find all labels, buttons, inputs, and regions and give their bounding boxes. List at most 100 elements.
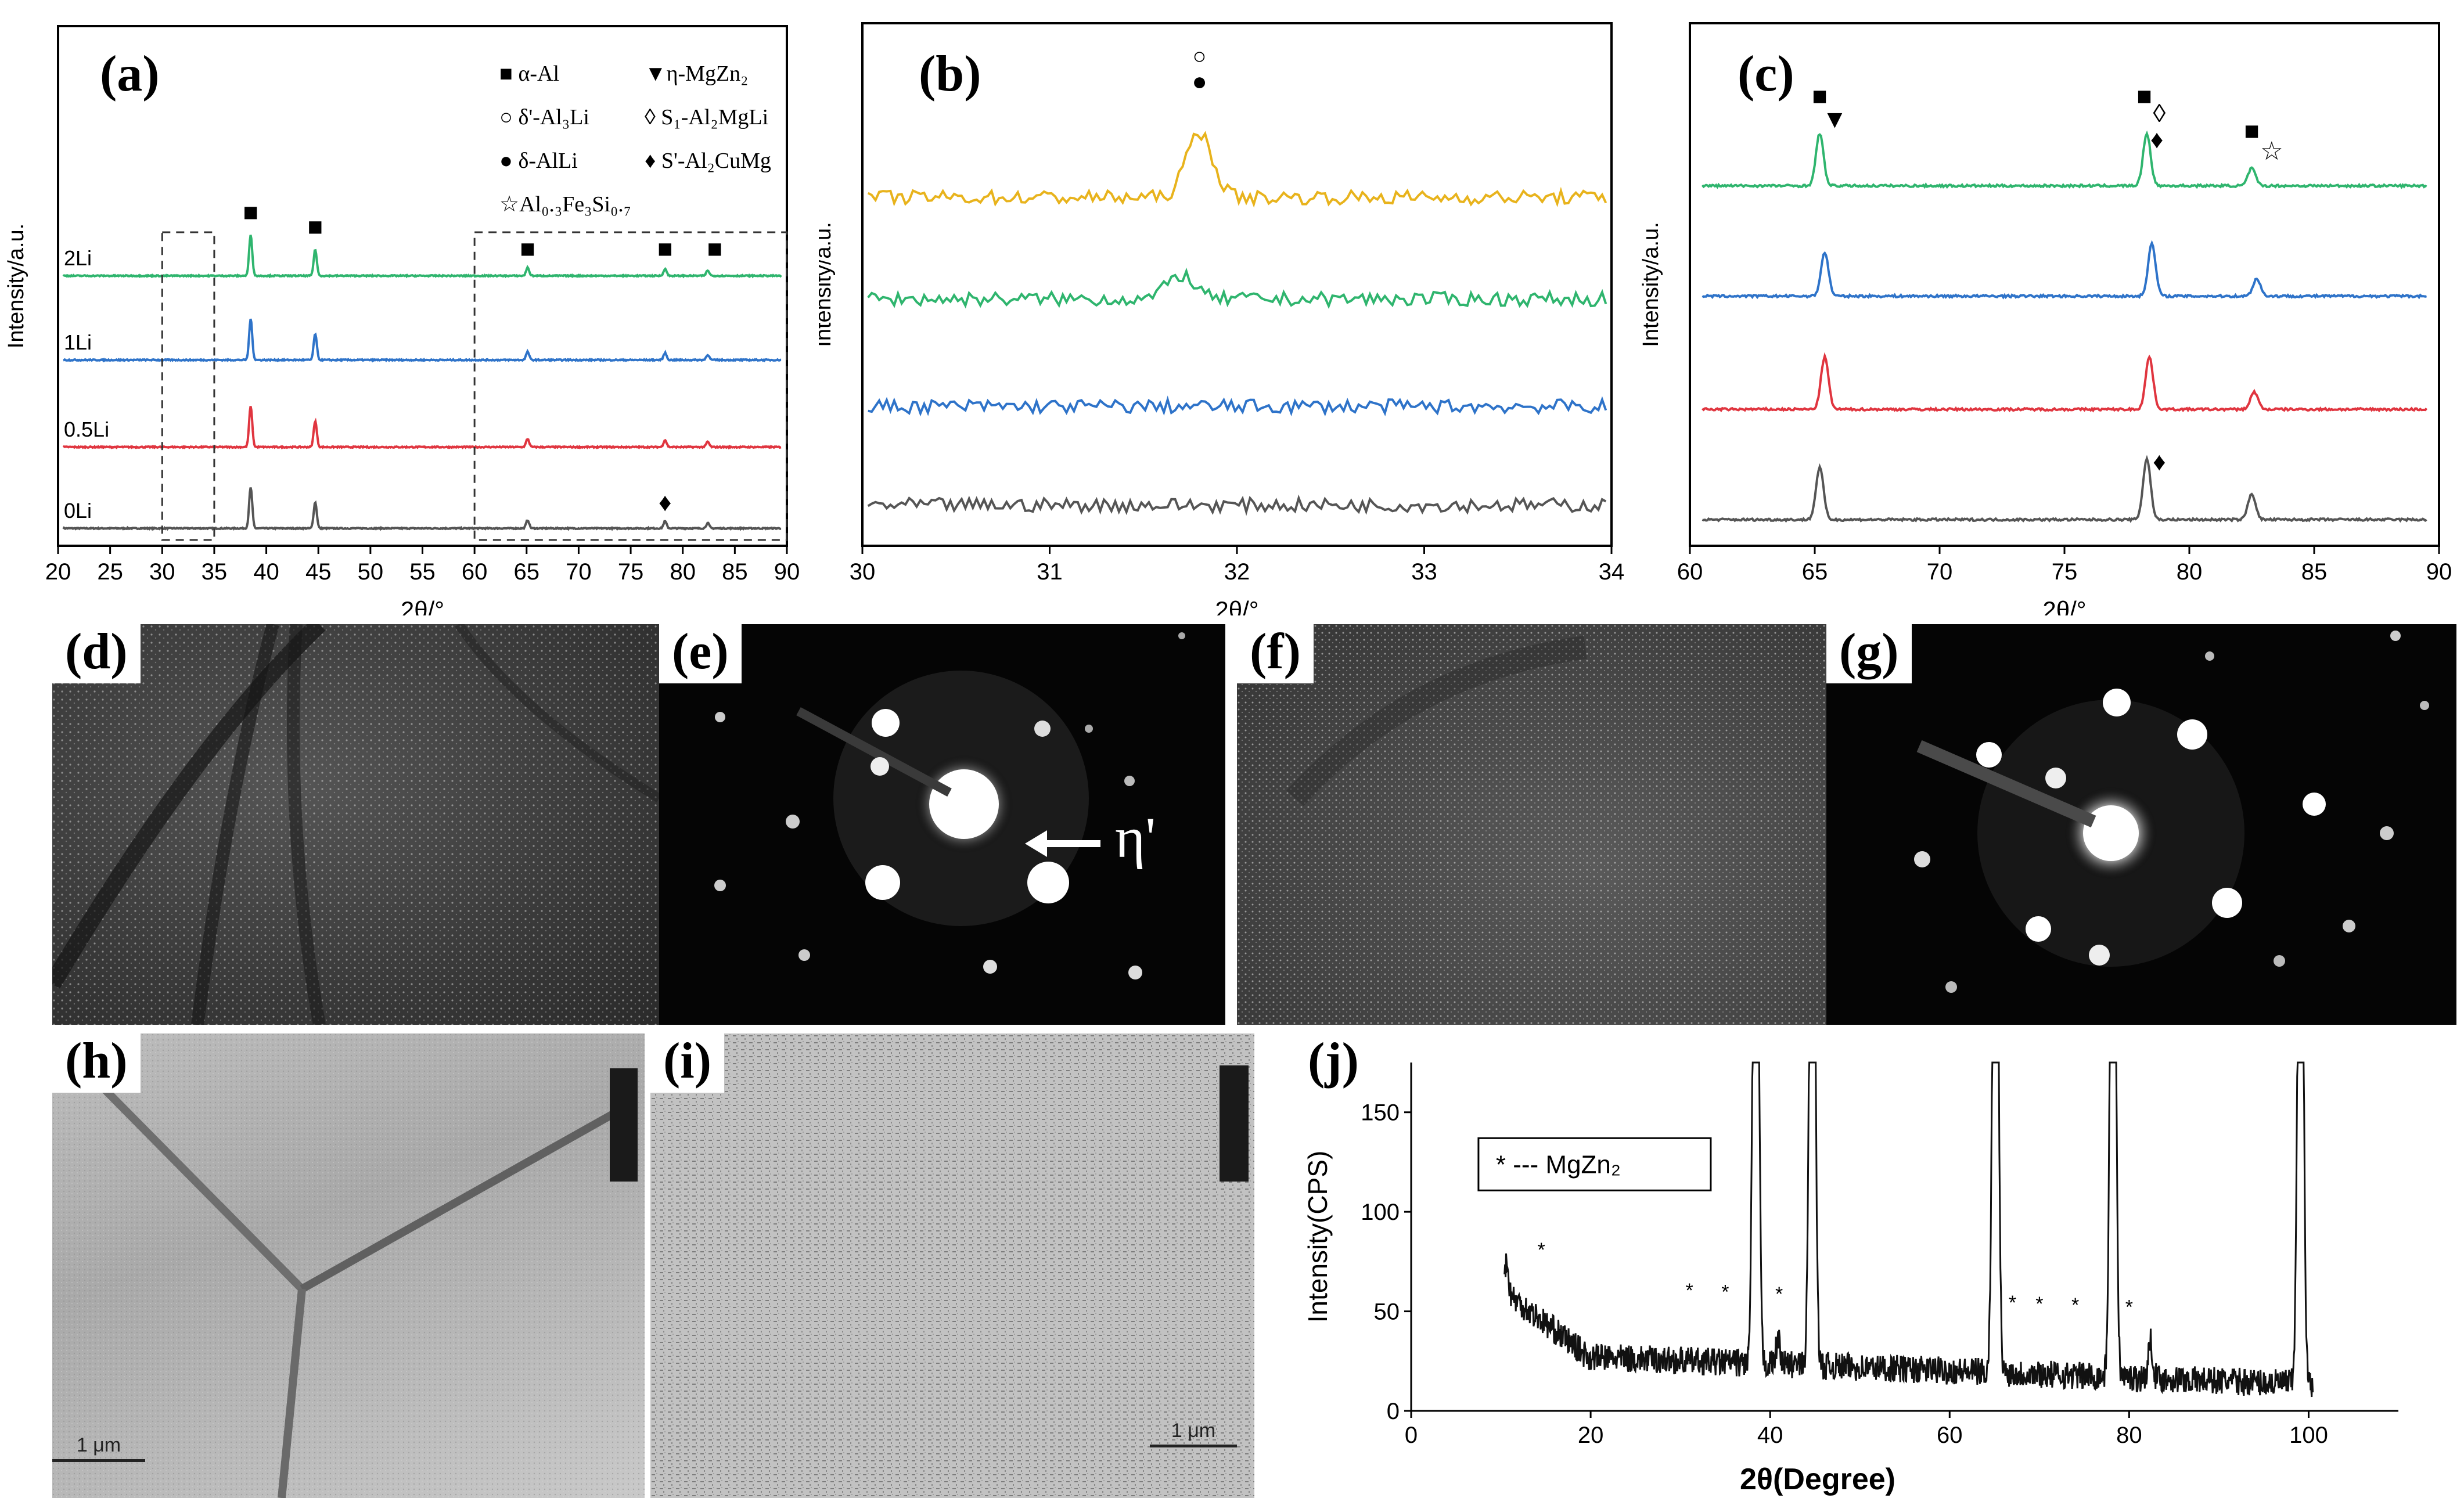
series-label-0Li: 0Li [64, 499, 92, 523]
legend-row: ■ α-Al ▼η-MgZn₂ [499, 52, 801, 96]
panel-label-i: (i) [650, 1033, 725, 1093]
mgzn2-star-marker: * [1537, 1239, 1545, 1261]
mgzn2-star-marker: * [2071, 1294, 2079, 1316]
mgzn2-star-marker: * [1721, 1281, 1729, 1303]
legend-item-alpha-al: ■ α-Al [499, 62, 560, 86]
panel-c: 60 65 70 75 80 85 90 2θ/° Intensity/a.u. ■ ▼ ■ ◊ ♦ ■ ☆ ♦… [1638, 0, 2464, 624]
mgzn2-star-marker: * [1775, 1283, 1783, 1305]
x-tick-label: 70 [1927, 559, 1953, 585]
phase-marker: ■ [520, 235, 535, 263]
panel-label-e: (e) [659, 624, 742, 683]
x-tick-label: 40 [253, 559, 279, 585]
x-tick-label: 20 [45, 559, 71, 585]
micrograph-f-texture [1237, 624, 1826, 1025]
x-tick-label: 60 [1677, 559, 1703, 585]
x-tick-label: 40 [1757, 1422, 1783, 1448]
eta-prime-label: η' [1115, 805, 1156, 870]
y-tick-label: 50 [1374, 1299, 1400, 1325]
phase-marker: ■ [1812, 82, 1828, 110]
series-line-0.5Li [867, 267, 1607, 309]
x-tick-label: 25 [97, 559, 123, 585]
micrograph-i: 1 μm [650, 1033, 1254, 1498]
x-tick-label: 100 [2289, 1422, 2328, 1448]
x-tick-label: 90 [2426, 559, 2452, 585]
marker-block [610, 1068, 638, 1182]
mgzn2-star-marker: * [2125, 1296, 2133, 1319]
zoom-box [161, 231, 215, 541]
chart-j: 0 20 40 60 80 100 0 50 100 150 2θ(Degree) Intensity… [1303, 1061, 2398, 1496]
y-tick-label: 0 [1387, 1399, 1400, 1424]
micrograph-f [1237, 624, 1826, 1025]
panel-label-b: (b) [919, 46, 981, 102]
scale-bar-text: 1 μm [1171, 1420, 1216, 1442]
mgzn2-star-marker: * [2009, 1292, 2016, 1314]
x-tick-label: 65 [1802, 559, 1828, 585]
diffraction-g [1826, 624, 2456, 1025]
y-tick-label: 150 [1361, 1100, 1400, 1126]
mgzn2-star-marker: * [2035, 1293, 2043, 1315]
series-label-2Li: 2Li [64, 246, 92, 270]
panel-label-a: (a) [100, 46, 160, 102]
mgzn2-star-marker: * [1685, 1280, 1693, 1302]
x-tick-label: 60 [1937, 1422, 1963, 1448]
diffraction-e: η' [659, 624, 1225, 1025]
scale-bar: 1 μm [1150, 1420, 1237, 1447]
x-tick-label: 90 [774, 559, 800, 585]
series-line-0Li [62, 487, 782, 531]
phase-marker: ▼ [1822, 105, 1848, 134]
micrograph-h-texture [52, 1033, 645, 1498]
x-axis-label: 2θ/° [1215, 596, 1258, 615]
legend-text: * --- MgZn₂ [1496, 1150, 1621, 1179]
x-tick-label: 45 [305, 559, 332, 585]
series-line-2Li [867, 131, 1607, 208]
micrograph-i-texture [650, 1033, 1254, 1498]
x-tick-label: 35 [202, 559, 228, 585]
micrograph-d [52, 624, 659, 1025]
panel-j: 0 20 40 60 80 100 0 50 100 150 2θ(Degree) Intensity… [1266, 1022, 2464, 1506]
x-tick-label: 80 [2116, 1422, 2142, 1448]
diffraction-e-pattern [714, 632, 1185, 979]
x-tick-label: 50 [358, 559, 384, 585]
micrograph-h: 1 μm [52, 1033, 645, 1498]
x-tick-label: 85 [722, 559, 748, 585]
phase-marker: ☆ [2260, 137, 2283, 165]
x-tick-label: 33 [1411, 559, 1437, 585]
chart-a: 20 25 30 35 40 45 50 55 60 65 70 75 80 85 90 2θ/° Intens… [4, 25, 800, 624]
legend-item-eta-mgzn2: ▼η-MgZn₂ [645, 62, 749, 86]
legend-row: ○ δ'-Al₃Li ◊ S₁-Al₂MgLi [499, 96, 801, 139]
series-line-0.5Li [62, 406, 782, 450]
y-tick-label: 100 [1361, 1200, 1400, 1225]
micrograph-d-texture [52, 624, 659, 1025]
panel-label-j: (j) [1295, 1033, 1372, 1093]
legend-item-delta-prime: ○ δ'-Al₃Li [499, 105, 589, 129]
diffraction-g-pattern [1914, 631, 2429, 993]
x-tick-label: 20 [1578, 1422, 1604, 1448]
panel-label-g: (g) [1826, 624, 1912, 683]
x-tick-label: 75 [2052, 559, 2078, 585]
legend-item-alfesi: ☆Al₀.₃Fe₃Si₀.₇ [499, 192, 632, 217]
x-tick-label: 30 [850, 559, 876, 585]
legend-item-s1: ◊ S₁-Al₂MgLi [645, 105, 769, 129]
phase-marker: ■ [2136, 82, 2152, 110]
x-axis-label: 2θ(Degree) [1740, 1463, 1895, 1496]
phase-marker: ○ [1192, 44, 1206, 69]
series-line-j [1503, 1061, 2314, 1398]
series-line-0Li [1702, 455, 2427, 523]
panel-b: 30 31 32 33 34 2θ/° Intensity/a.u. ○ ● (b) [811, 0, 1638, 624]
panel-label-d: (d) [52, 624, 141, 683]
legend-row: ● δ-AlLi ♦ S'-Al₂CuMg [499, 139, 801, 183]
series-label-1Li: 1Li [64, 330, 92, 354]
phase-marker: ● [1192, 67, 1207, 96]
x-tick-label: 85 [2301, 559, 2328, 585]
series-line-0Li [867, 494, 1607, 516]
phase-marker: ■ [2244, 117, 2260, 145]
x-tick-label: 32 [1224, 559, 1250, 585]
series-label-0.5Li: 0.5Li [64, 417, 109, 441]
legend-a: ■ α-Al ▼η-MgZn₂ ○ δ'-Al₃Li ◊ S₁-Al₂MgLi … [499, 52, 801, 226]
phase-marker: ■ [308, 213, 323, 241]
marker-block [1220, 1065, 1249, 1182]
scale-bar-text: 1 μm [76, 1434, 121, 1456]
zoom-box [473, 231, 788, 541]
